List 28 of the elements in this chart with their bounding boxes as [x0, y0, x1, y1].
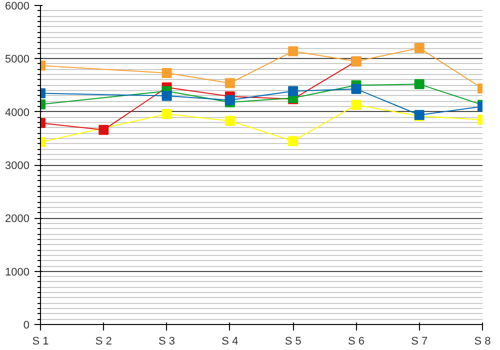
x-tick-label: S 1 — [32, 336, 49, 348]
x-tick-label: S 4 — [222, 336, 238, 348]
y-tick-label: 0 — [23, 320, 30, 332]
point — [288, 86, 298, 96]
point — [98, 124, 109, 135]
point — [288, 136, 298, 146]
x-tick-label: S 7 — [411, 336, 428, 348]
x-tick-label: S 2 — [95, 336, 112, 348]
y-tick-label: 2000 — [5, 213, 30, 226]
y-tick-label: 4000 — [5, 106, 30, 119]
point — [162, 68, 172, 78]
point — [414, 79, 424, 90]
point — [162, 90, 172, 101]
y-tick-label: 5000 — [5, 54, 30, 66]
point — [351, 84, 362, 94]
point — [224, 116, 235, 126]
point — [414, 43, 424, 54]
point — [224, 78, 235, 88]
y-tick-label: 6000 — [5, 0, 30, 12]
x-tick-label: S 8 — [474, 336, 491, 348]
y-tick-label: 1000 — [5, 266, 30, 278]
point — [351, 100, 362, 110]
x-tick-label: S 5 — [284, 336, 302, 348]
y-tick-label: 3000 — [5, 160, 30, 172]
x-tick-label: S 3 — [158, 336, 176, 348]
point — [288, 46, 298, 56]
point — [162, 108, 172, 119]
x-tick-label: S 6 — [348, 336, 364, 348]
